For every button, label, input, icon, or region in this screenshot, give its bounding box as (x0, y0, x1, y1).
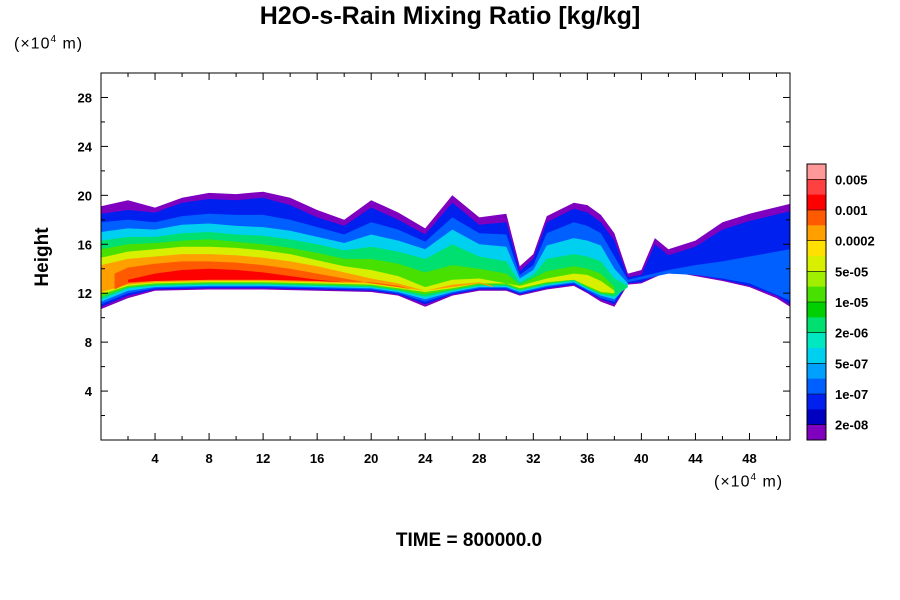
x-tick-label: 36 (580, 451, 594, 466)
x-tick-label: 48 (742, 451, 756, 466)
colorbar-label: 1e-07 (835, 387, 868, 402)
colorbar-swatch (807, 348, 826, 364)
colorbar-label: 0.001 (835, 203, 868, 218)
x-tick-label: 20 (364, 451, 378, 466)
colorbar-swatch (807, 378, 826, 395)
x-tick-label: 28 (472, 451, 486, 466)
y-tick-label: 8 (85, 335, 92, 350)
colorbar-label: 5e-07 (835, 356, 868, 371)
y-tick-label: 20 (78, 188, 92, 203)
contour-layers (101, 191, 790, 310)
x-axis-unit: (×104 m) (714, 472, 783, 491)
x-tick-label: 16 (310, 451, 324, 466)
colorbar-label: 0.0002 (835, 234, 875, 249)
y-tick-label: 16 (78, 237, 92, 252)
colorbar-swatch (807, 394, 826, 410)
x-unit-prefix: (×10 (714, 473, 751, 491)
x-tick-label: 8 (205, 451, 212, 466)
y-unit-suffix: m) (57, 35, 84, 53)
colorbar: 0.005 0.001 0.0002 5e-05 1e-05 2e-06 5e-07 1e-0… (806, 163, 875, 441)
colorbar-swatch (807, 271, 826, 288)
x-tick-label: 44 (688, 451, 703, 466)
colorbar-swatch (807, 210, 826, 226)
colorbar-swatch (807, 164, 826, 180)
colorbar-swatch (807, 240, 826, 257)
plot-frame (100, 72, 791, 441)
colorbar-swatch (807, 363, 826, 380)
y-unit-exponent: 4 (50, 34, 58, 45)
colorbar-swatch (807, 332, 826, 349)
x-unit-exponent: 4 (750, 472, 758, 483)
colorbar-swatch (807, 286, 826, 303)
colorbar-label: 0.005 (835, 172, 868, 187)
colorbar-swatch (807, 302, 826, 318)
colorbar-label: 5e-05 (835, 264, 868, 279)
chart-title: H2O-s-Rain Mixing Ratio [kg/kg] (259, 2, 641, 30)
colorbar-swatch (807, 256, 826, 272)
colorbar-label: 1e-05 (835, 295, 868, 310)
colorbar-swatch (807, 317, 826, 334)
x-tick-label: 12 (256, 451, 270, 466)
time-label: TIME = 800000.0 (395, 530, 543, 551)
colorbar-label: 2e-06 (835, 326, 868, 341)
x-tick-label: 4 (151, 451, 159, 466)
y-tick-label: 28 (78, 90, 92, 105)
y-tick-label: 12 (78, 286, 92, 301)
x-tick-label: 40 (634, 451, 648, 466)
colorbar-label: 2e-08 (835, 418, 868, 433)
colorbar-swatch (807, 194, 826, 211)
y-tick-label: 24 (78, 139, 93, 154)
colorbar-swatch (807, 179, 826, 196)
y-axis-unit: (×104 m) (14, 34, 83, 53)
colorbar-swatch (807, 225, 826, 242)
colorbar-swatch (807, 424, 826, 441)
y-tick-label: 4 (85, 384, 93, 399)
colorbar-swatch (807, 409, 826, 426)
x-unit-suffix: m) (757, 473, 784, 491)
y-unit-prefix: (×10 (14, 35, 51, 53)
contour-band-9 (128, 268, 372, 285)
x-tick-label: 24 (418, 451, 433, 466)
x-tick-label: 32 (526, 451, 540, 466)
